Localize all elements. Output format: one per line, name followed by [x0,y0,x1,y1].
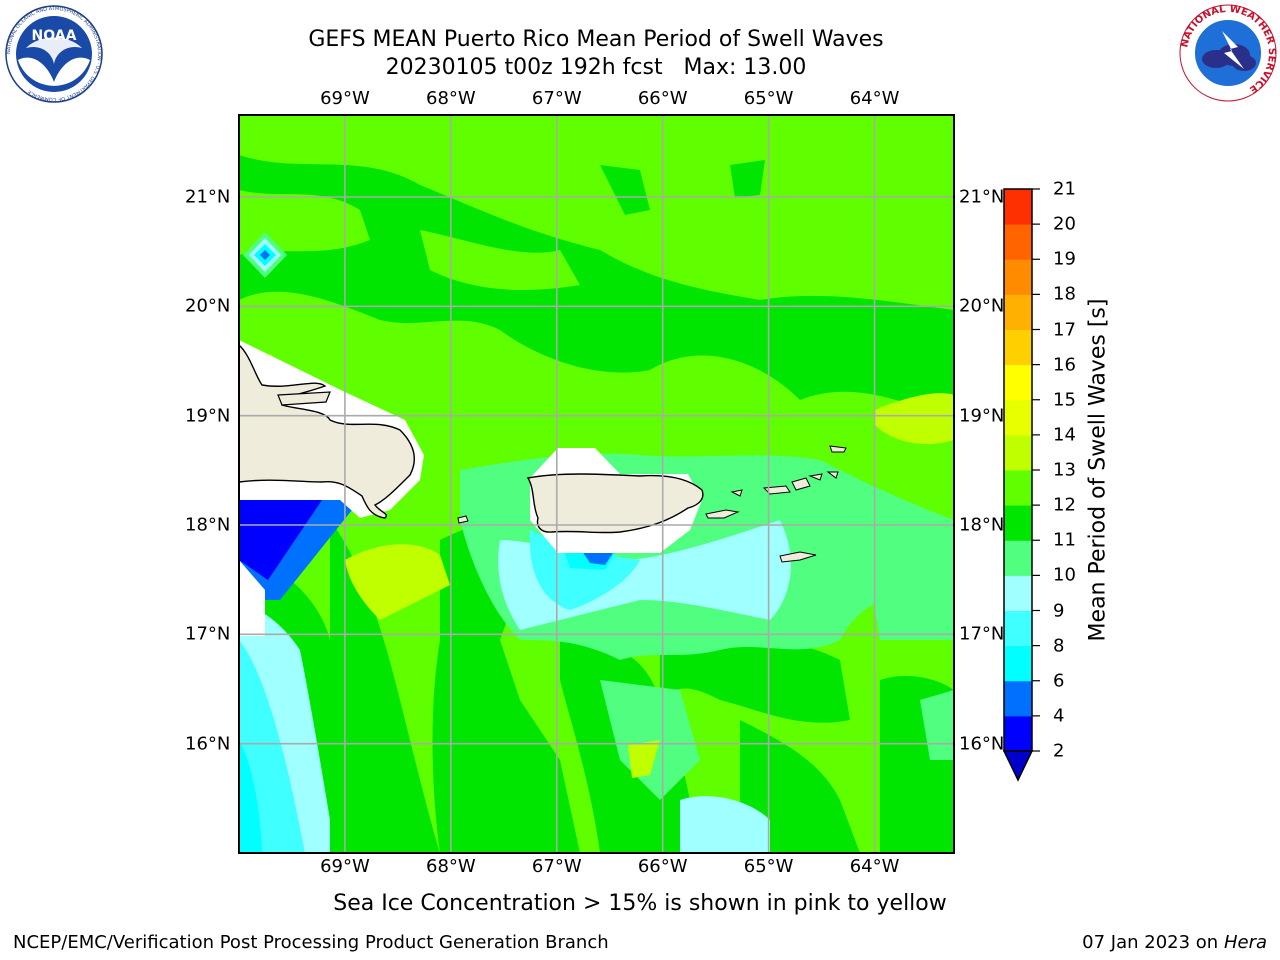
lat-label-left: 18°N [185,514,231,536]
colorbar-band [1004,329,1032,366]
colorbar-band [1004,470,1032,506]
lon-label-bottom: 67°W [531,856,582,877]
colorbar-tick-label: 13 [1053,459,1076,481]
colorbar-tick-label: 8 [1053,635,1065,657]
lon-label-top: 69°W [320,88,370,109]
lon-label-top: 67°W [531,88,582,109]
map-title: GEFS MEAN Puerto Rico Mean Period of Swe… [308,27,884,52]
footer-date: 07 Jan 2023 on Hera [1082,932,1267,953]
colorbar-tick-label: 6 [1053,670,1065,692]
lon-label-top: 64°W [849,88,900,109]
colorbar-tick-label: 9 [1053,600,1065,621]
colorbar-tick-label: 15 [1053,389,1076,411]
lat-label-right: 18°N [959,514,1005,536]
colorbar-band [1004,680,1032,717]
colorbar-band [1004,645,1032,682]
colorbar-band [1004,224,1032,260]
sea-ice-note: Sea Ice Concentration > 15% is shown in … [333,891,947,916]
colorbar-band [1004,434,1032,471]
lon-label-bottom: 64°W [849,856,900,877]
colorbar-band [1004,364,1032,401]
colorbar-band [1004,399,1032,436]
map-subtitle: 20230105 t00z 192h fcst Max: 13.00 [385,55,807,80]
colorbar-tick-label: 14 [1053,424,1076,446]
lon-label-bottom: 69°W [320,856,370,877]
colorbar-tick-label: 11 [1053,529,1076,551]
footer-host: Hera [1223,932,1267,953]
colorbar-title: Mean Period of Swell Waves [s] [1085,298,1111,642]
colorbar-tick-label: 20 [1053,213,1076,235]
lat-label-left: 20°N [185,295,231,317]
contour-fill [239,115,954,853]
lat-label-left: 16°N [185,733,231,755]
footer-credit: NCEP/EMC/Verification Post Processing Pr… [13,932,609,953]
lon-label-top: 66°W [637,88,688,109]
noaa-logo: NOAA NATIONAL OCEANIC AND ATMOSPHERIC AD… [5,5,103,103]
lat-label-left: 19°N [185,405,231,427]
lat-label-right: 19°N [959,405,1005,427]
lat-label-left: 21°N [185,186,231,208]
lat-label-right: 16°N [959,733,1005,755]
lat-label-right: 20°N [959,295,1005,317]
footer-date-text: 07 Jan 2023 on [1082,932,1224,953]
colorbar-under-arrow [1002,750,1034,782]
colorbar-tick-label: 2 [1053,740,1065,762]
lat-label-left: 17°N [185,623,231,645]
colorbar-band [1004,540,1032,576]
lon-label-bottom: 65°W [743,856,794,877]
colorbar-tick-label: 16 [1053,354,1076,376]
noaa-logo-text: NOAA [32,28,77,44]
colorbar [1002,188,1040,782]
colorbar-tick-label: 21 [1053,178,1076,200]
colorbar-band [1004,575,1032,611]
colorbar-tick-label: 4 [1053,705,1065,727]
colorbar-band [1004,610,1032,647]
lon-label-bottom: 68°W [425,856,476,877]
nws-logo: NATIONAL WEATHER SERVICE [1179,4,1277,102]
puerto-rico-land [526,473,704,534]
colorbar-band [1004,505,1032,541]
lat-label-right: 17°N [959,623,1005,645]
colorbar-tick-label: 18 [1053,283,1076,305]
map-frame [238,114,955,854]
lon-label-top: 68°W [425,88,476,109]
colorbar-tick-label: 17 [1053,319,1076,340]
lon-label-top: 65°W [743,88,794,109]
colorbar-band [1004,715,1032,752]
colorbar-band [1004,189,1032,225]
colorbar-band [1004,294,1032,330]
colorbar-band [1004,259,1032,295]
lon-label-bottom: 66°W [637,856,688,877]
hispaniola-land [239,344,416,519]
colorbar-tick-label: 10 [1053,564,1076,586]
colorbar-tick-label: 12 [1053,494,1076,516]
colorbar-tick-label: 19 [1053,248,1076,270]
graticule [239,115,954,853]
lat-label-right: 21°N [959,186,1005,208]
